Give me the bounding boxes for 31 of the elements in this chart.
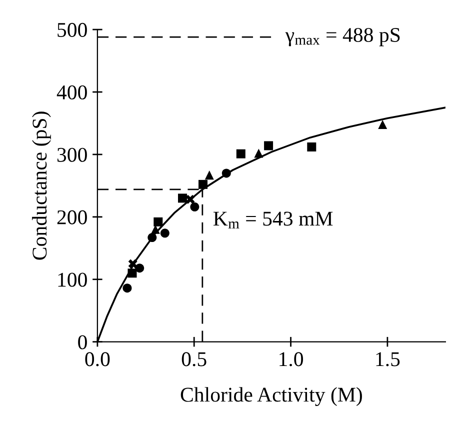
x-tick-label: 0.5 bbox=[182, 352, 206, 366]
y-tick-label: 200 bbox=[57, 210, 87, 224]
point bbox=[236, 149, 246, 158]
y-tick-label: 100 bbox=[58, 272, 87, 287]
y-tick-label: 500 bbox=[58, 22, 87, 37]
y-axis-title: Conductance (pS) bbox=[32, 112, 51, 260]
ref-line-label: K$_{m}$ = 543 mM bbox=[213, 212, 333, 228]
ref-line-label: γ$_{max}$ = 488 pS bbox=[285, 28, 400, 46]
point bbox=[222, 168, 231, 178]
point bbox=[378, 120, 388, 129]
point bbox=[128, 268, 137, 278]
point bbox=[148, 233, 157, 242]
point bbox=[198, 180, 208, 189]
point bbox=[264, 141, 274, 150]
point bbox=[204, 170, 214, 180]
point bbox=[135, 264, 144, 273]
point bbox=[122, 284, 132, 293]
x-tick-label: 1.0 bbox=[280, 352, 303, 366]
y-tick-label: 0 bbox=[78, 335, 87, 350]
point bbox=[160, 228, 170, 238]
y-tick-label: 300 bbox=[57, 148, 87, 162]
point bbox=[154, 217, 163, 226]
y-tick-label: 400 bbox=[56, 85, 87, 100]
x-tick-label: 1.5 bbox=[376, 352, 400, 366]
point bbox=[307, 142, 316, 152]
point bbox=[128, 259, 138, 268]
point bbox=[254, 148, 264, 158]
x-axis-title: Chloride Activity (M) bbox=[180, 387, 362, 406]
x-tick-label: 0.0 bbox=[85, 352, 110, 366]
point bbox=[190, 202, 200, 212]
point bbox=[178, 194, 188, 203]
